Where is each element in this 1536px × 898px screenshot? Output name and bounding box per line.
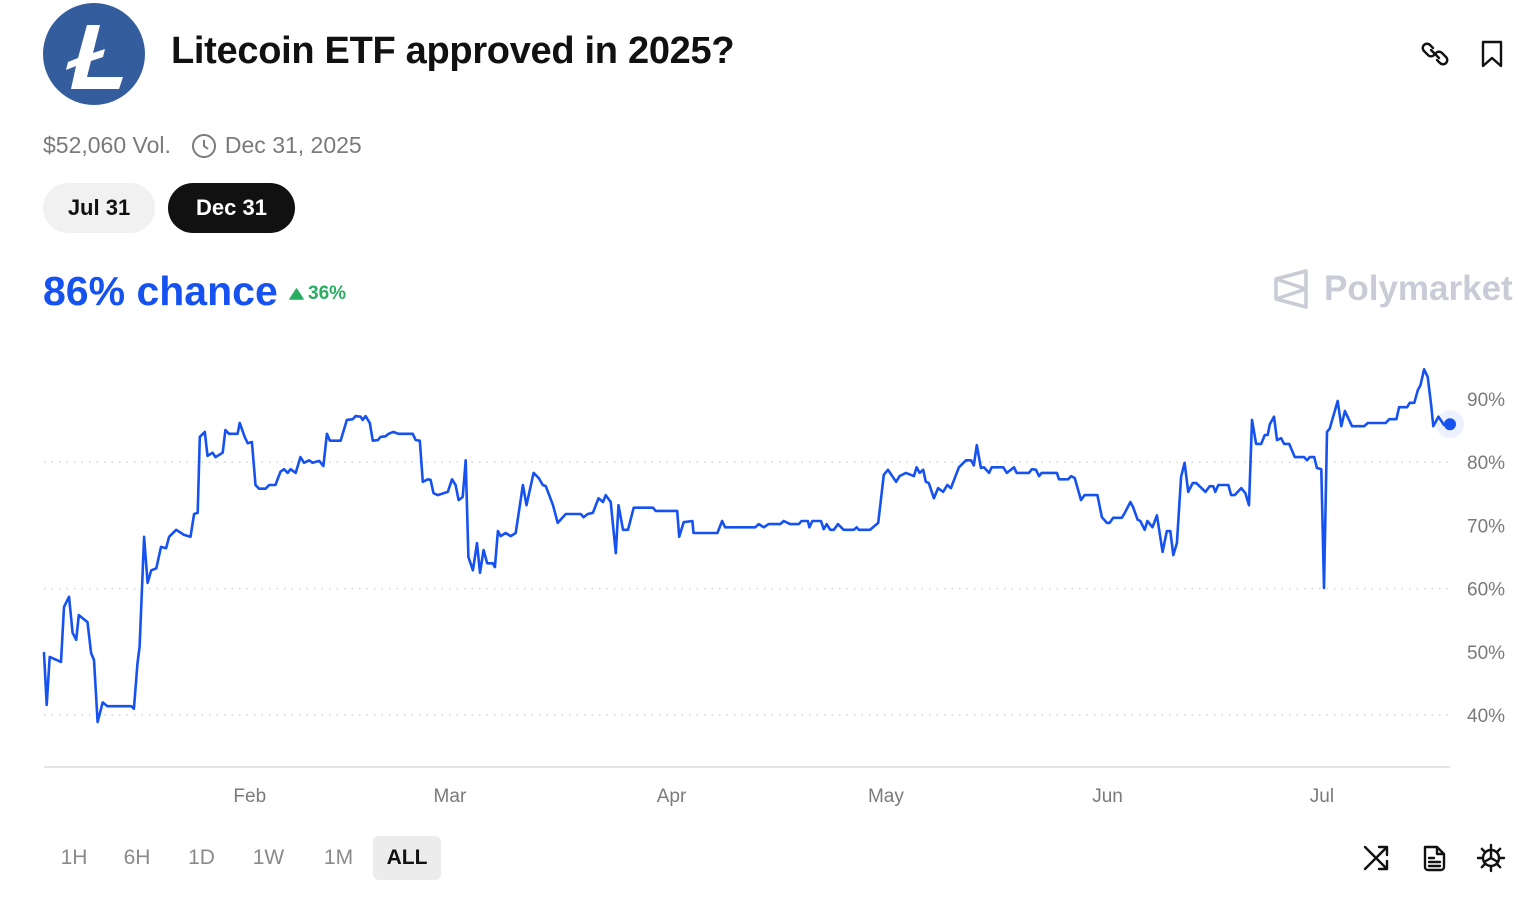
- y-tick-label: 90%: [1467, 390, 1505, 411]
- chance-change: 36%: [289, 283, 346, 305]
- bookmark-button[interactable]: [1477, 38, 1507, 70]
- y-tick-label: 40%: [1467, 706, 1505, 727]
- market-meta: $52,060 Vol. Dec 31, 2025: [43, 132, 362, 159]
- y-tick-label: 50%: [1467, 643, 1505, 664]
- time-range-6h[interactable]: 6H: [123, 846, 151, 869]
- polymarket-watermark: Polymarket: [1272, 268, 1513, 310]
- settings-icon: [1476, 843, 1506, 873]
- x-tick-label: Jun: [1092, 786, 1123, 807]
- link-icon: [1421, 42, 1449, 66]
- clock-icon: [191, 133, 216, 158]
- time-range-1h[interactable]: 1H: [60, 846, 88, 869]
- x-tick-label: Feb: [233, 786, 266, 807]
- settings-button[interactable]: [1476, 843, 1506, 873]
- time-range-1w[interactable]: 1W: [252, 846, 285, 869]
- litecoin-glyph-icon: [66, 25, 123, 89]
- polymarket-logo-icon: [1274, 269, 1308, 309]
- time-range-1d[interactable]: 1D: [188, 846, 215, 869]
- volume: $52,060 Vol.: [43, 132, 171, 158]
- shuffle-button[interactable]: [1361, 843, 1391, 873]
- watermark-text: Polymarket: [1324, 269, 1513, 308]
- change-value: 36%: [308, 283, 347, 304]
- document-icon: [1423, 845, 1446, 872]
- end-date: Dec 31, 2025: [224, 132, 362, 158]
- page-title: Litecoin ETF approved in 2025?: [171, 30, 735, 72]
- shuffle-icon: [1363, 845, 1389, 871]
- document-button[interactable]: [1419, 843, 1449, 873]
- triangle-up-icon: [289, 288, 304, 300]
- time-range-all[interactable]: ALL: [373, 836, 441, 880]
- y-tick-label: 80%: [1467, 453, 1505, 474]
- x-tick-label: Jul: [1310, 786, 1334, 807]
- chance-value: 86% chance: [43, 268, 278, 314]
- date-pill-jul-31[interactable]: Jul 31: [43, 183, 155, 233]
- copy-link-button[interactable]: [1420, 38, 1450, 70]
- x-tick-label: Apr: [657, 786, 687, 807]
- y-tick-label: 70%: [1467, 516, 1505, 537]
- date-pill-dec-31[interactable]: Dec 31: [168, 183, 295, 233]
- time-range-1m[interactable]: 1M: [323, 846, 354, 869]
- x-tick-label: Mar: [434, 786, 467, 807]
- litecoin-logo: [43, 3, 145, 105]
- bookmark-icon: [1481, 40, 1503, 68]
- x-tick-label: May: [868, 786, 904, 807]
- last-point-marker: [1444, 418, 1456, 431]
- series-line: [42, 368, 1452, 724]
- y-tick-label: 60%: [1467, 580, 1505, 601]
